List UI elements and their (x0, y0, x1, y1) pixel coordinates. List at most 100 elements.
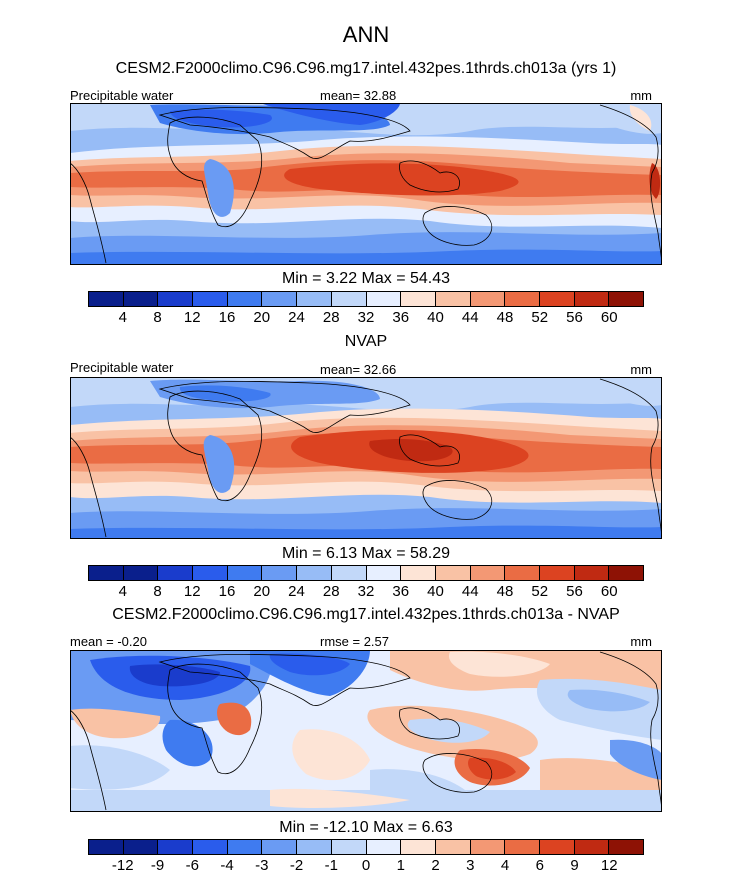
page-title: ANN (342, 22, 390, 47)
colorbar-tick-label: 52 (531, 583, 549, 600)
colorbar-swatch (538, 292, 574, 306)
colorbar-tick-label: 40 (427, 309, 444, 326)
colorbar-swatch (261, 840, 297, 854)
colorbar-tick-label: 4 (118, 583, 127, 600)
colorbar-tick-label: 28 (322, 309, 340, 326)
colorbar-tick-label: 16 (218, 309, 236, 326)
model-title: CESM2.F2000climo.C96.C96.mg17.intel.432p… (115, 60, 617, 77)
colorbar-swatch (400, 292, 435, 306)
colorbar-tick-label: 48 (496, 309, 514, 326)
colorbar-tick-label: 24 (288, 583, 305, 600)
colorbar-tick-label: 40 (427, 583, 444, 600)
colorbar-swatch (434, 840, 470, 854)
colorbar-tick-label: 6 (535, 857, 544, 874)
colorbar-swatch (261, 292, 297, 306)
colorbar-swatch (365, 292, 401, 306)
colorbar-tick-label: -4 (220, 857, 234, 874)
panel2-mean-label: mean= 32.66 (320, 362, 397, 377)
colorbar-tick-label: 56 (566, 583, 583, 600)
colorbar-tick-label: 56 (566, 309, 583, 326)
colorbar-tick-label: 9 (570, 857, 579, 874)
colorbar-swatch (192, 840, 227, 854)
panel3-title: CESM2.F2000climo.C96.C96.mg17.intel.432p… (112, 606, 620, 623)
panel1-mean-label: mean= 32.88 (320, 88, 397, 103)
colorbar-swatch (89, 566, 123, 580)
colorbar-swatch (573, 566, 609, 580)
panel2-colorbar-ticks: 4 8 12 16 20 24 28 32 36 40 44 48 52 56 60 (88, 583, 644, 601)
colorbar-swatch (504, 566, 539, 580)
colorbar-swatch (469, 566, 505, 580)
colorbar-tick-label: 44 (461, 583, 479, 600)
colorbar-tick-label: 12 (183, 309, 201, 326)
panel2-minmax: Min = 6.13 Max = 58.29 (281, 545, 451, 562)
colorbar-swatch (469, 292, 505, 306)
colorbar-tick-label: 1 (396, 857, 405, 874)
colorbar-tick-label: 8 (153, 583, 162, 600)
colorbar-swatch (296, 840, 331, 854)
panel3-rmse-label: rmse = 2.57 (320, 634, 390, 649)
panel1-minmax: Min = 3.22 Max = 54.43 (281, 270, 451, 287)
colorbar-swatch (538, 566, 574, 580)
colorbar-swatch (365, 566, 401, 580)
colorbar-tick-label: 4 (500, 857, 510, 874)
panel3-coastlines (70, 651, 662, 812)
colorbar-swatch (330, 840, 366, 854)
panel2-colorbar (88, 565, 644, 581)
colorbar-swatch (330, 566, 366, 580)
panel3-minmax: Min = -12.10 Max = 6.63 (279, 819, 453, 836)
colorbar-tick-label: 0 (361, 857, 371, 874)
colorbar-tick-label: 3 (466, 857, 475, 874)
panel1-map (70, 103, 662, 265)
colorbar-swatch (608, 566, 643, 580)
colorbar-tick-label: 20 (253, 309, 271, 326)
colorbar-tick-label: -1 (324, 857, 338, 874)
colorbar-tick-label: 60 (600, 583, 618, 600)
colorbar-swatch (296, 566, 331, 580)
colorbar-swatch (157, 840, 193, 854)
colorbar-swatch (296, 292, 331, 306)
colorbar-swatch (157, 292, 193, 306)
panel1-units-label: mm (630, 88, 652, 103)
colorbar-tick-label: 24 (288, 309, 305, 326)
colorbar-tick-label: 52 (531, 309, 549, 326)
colorbar-swatch (434, 292, 470, 306)
colorbar-swatch (122, 292, 158, 306)
panel2-title: NVAP (344, 333, 388, 350)
colorbar-tick-label: 8 (153, 309, 162, 326)
colorbar-swatch (261, 566, 297, 580)
colorbar-swatch (330, 292, 366, 306)
colorbar-swatch (608, 840, 643, 854)
panel3-map (70, 650, 662, 812)
colorbar-tick-label: 48 (496, 583, 514, 600)
colorbar-tick-label: -6 (185, 857, 199, 874)
colorbar-swatch (226, 566, 262, 580)
colorbar-swatch (469, 840, 505, 854)
colorbar-swatch (122, 566, 158, 580)
colorbar-swatch (400, 566, 435, 580)
colorbar-swatch (538, 840, 574, 854)
colorbar-tick-label: 20 (253, 583, 271, 600)
colorbar-swatch (192, 566, 227, 580)
colorbar-tick-label: 44 (461, 309, 479, 326)
colorbar-tick-label: 12 (600, 857, 618, 874)
colorbar-tick-label: -3 (255, 857, 269, 874)
colorbar-swatch (226, 292, 262, 306)
panel3-colorbar-ticks: -12 -9 -6 -4 -3 -2 -1 0 1 2 3 4 6 9 12 (88, 857, 644, 875)
colorbar-swatch (89, 840, 123, 854)
colorbar-tick-label: 16 (218, 583, 236, 600)
colorbar-swatch (573, 840, 609, 854)
panel1-field (70, 103, 662, 265)
colorbar-tick-label: 12 (183, 583, 201, 600)
panel3-colorbar (88, 839, 644, 855)
colorbar-swatch (573, 292, 609, 306)
panel1-coastlines (70, 104, 662, 265)
colorbar-swatch (400, 840, 435, 854)
colorbar-tick-label: -9 (150, 857, 165, 874)
colorbar-swatch (192, 292, 227, 306)
panel1-colorbar (88, 291, 644, 307)
panel2-map (70, 377, 662, 539)
colorbar-swatch (365, 840, 401, 854)
colorbar-swatch (504, 292, 539, 306)
colorbar-tick-label: -12 (111, 857, 134, 874)
panel2-field (70, 377, 662, 539)
